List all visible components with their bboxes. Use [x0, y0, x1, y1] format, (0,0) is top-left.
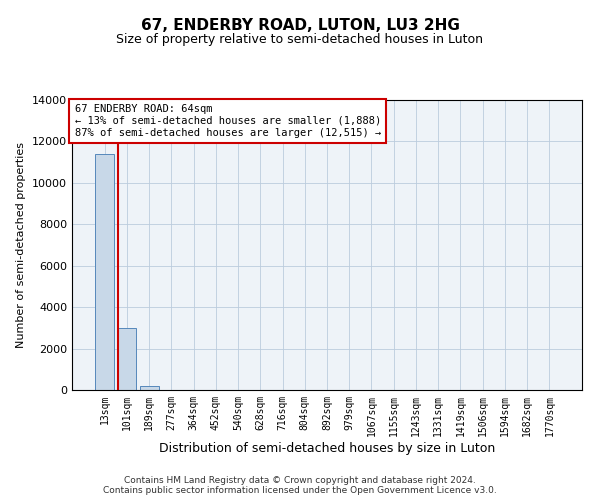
Y-axis label: Number of semi-detached properties: Number of semi-detached properties: [16, 142, 26, 348]
X-axis label: Distribution of semi-detached houses by size in Luton: Distribution of semi-detached houses by …: [159, 442, 495, 454]
Bar: [95, 154, 114, 390]
Text: Size of property relative to semi-detached houses in Luton: Size of property relative to semi-detach…: [116, 32, 484, 46]
Bar: [118, 328, 136, 390]
Text: 67, ENDERBY ROAD, LUTON, LU3 2HG: 67, ENDERBY ROAD, LUTON, LU3 2HG: [140, 18, 460, 32]
Bar: [140, 386, 158, 390]
Text: Contains HM Land Registry data © Crown copyright and database right 2024.
Contai: Contains HM Land Registry data © Crown c…: [103, 476, 497, 495]
Text: 67 ENDERBY ROAD: 64sqm
← 13% of semi-detached houses are smaller (1,888)
87% of : 67 ENDERBY ROAD: 64sqm ← 13% of semi-det…: [74, 104, 381, 138]
